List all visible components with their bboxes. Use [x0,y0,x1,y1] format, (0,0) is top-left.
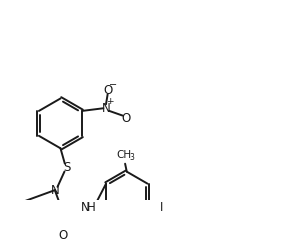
Text: +: + [107,97,114,106]
Text: O: O [103,84,112,97]
Text: 3: 3 [129,153,134,162]
Text: I: I [159,201,163,214]
Text: S: S [63,161,70,174]
Text: N: N [50,184,59,197]
Text: H: H [87,201,95,214]
Text: N: N [102,102,110,115]
Text: CH: CH [117,150,132,160]
Text: O: O [121,112,130,125]
Text: N: N [80,201,89,214]
Text: −: − [109,80,117,90]
Text: O: O [59,229,68,240]
